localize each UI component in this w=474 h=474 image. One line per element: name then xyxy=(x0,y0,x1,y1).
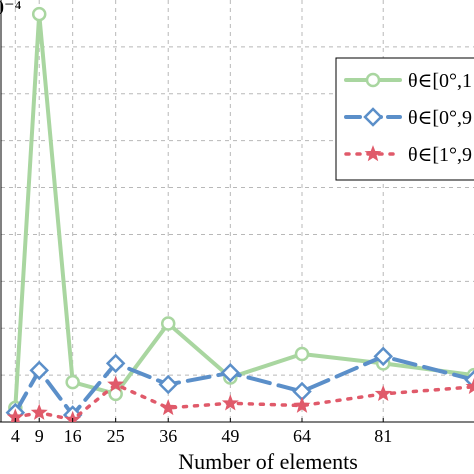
data-point xyxy=(465,377,474,395)
data-point xyxy=(373,346,393,367)
series-2 xyxy=(5,346,474,422)
x-tick-label: 16 xyxy=(64,426,82,446)
x-tick-label: 9 xyxy=(35,426,44,446)
legend-label: θ∈[1°,9 xyxy=(408,144,472,166)
series-line xyxy=(13,382,474,422)
data-point xyxy=(159,399,177,416)
legend-marker xyxy=(364,145,382,162)
x-axis-label: Number of elements xyxy=(178,449,358,474)
data-point xyxy=(374,385,392,402)
x-tick-label: 4 xyxy=(11,426,20,446)
legend: θ∈[0°,1 θ∈[0°,9 θ∈[1°,9 xyxy=(335,57,474,181)
x-tick-label: 64 xyxy=(293,426,311,446)
data-point xyxy=(221,394,239,411)
data-point xyxy=(158,374,178,395)
data-point xyxy=(65,374,80,390)
x-tick-label: 36 xyxy=(159,426,177,446)
legend-label: θ∈[0°,1 xyxy=(408,70,472,92)
legend-marker xyxy=(365,72,381,88)
x-tick-label: 25 xyxy=(107,426,125,446)
x-tick-label: 81 xyxy=(374,426,392,446)
data-point xyxy=(220,362,241,383)
grid-lines xyxy=(1,0,474,422)
data-point xyxy=(293,396,311,413)
data-point xyxy=(160,316,176,331)
x-tick-label: 49 xyxy=(221,426,239,446)
series-3 xyxy=(6,375,474,422)
data-point xyxy=(29,360,49,381)
data-point xyxy=(107,375,125,392)
legend-marker xyxy=(363,107,383,127)
data-point xyxy=(31,6,47,22)
data-point xyxy=(64,410,82,422)
x-tick-labels: 4 9 16 25 36 49 64 81 xyxy=(11,418,392,446)
legend-label: θ∈[0°,9 xyxy=(408,107,472,129)
data-point xyxy=(294,346,310,362)
data-point xyxy=(105,353,126,374)
series-group xyxy=(5,6,474,422)
data-point xyxy=(30,403,48,420)
y-exponent-label: 0⁻⁴ xyxy=(0,0,22,19)
